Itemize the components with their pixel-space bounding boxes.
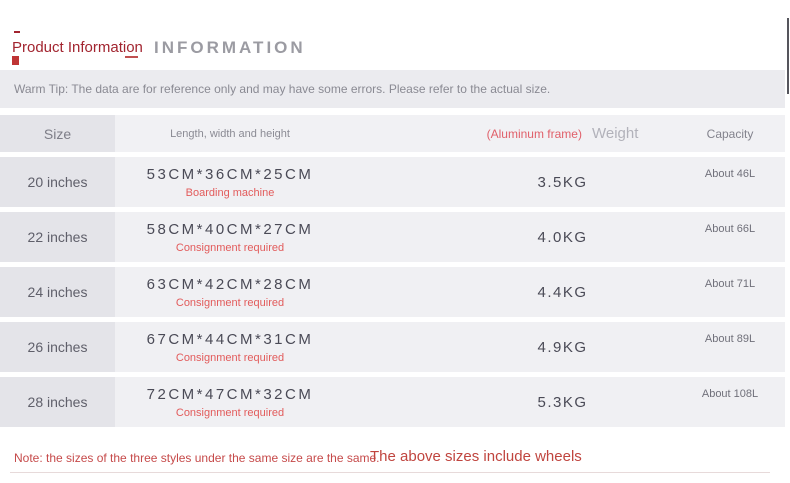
row-capacity-value: About 108L — [701, 388, 759, 400]
information-watermark: INFORMATION — [154, 38, 306, 57]
row-weight-value: 5.3KG — [537, 393, 588, 411]
header-size: Size — [0, 115, 115, 152]
red-dash-mark — [14, 31, 20, 33]
row-weight-value: 4.0KG — [537, 228, 588, 246]
row-dimensions-cell: 72CM*47CM*32CM Consignment required — [115, 377, 345, 427]
row-size-cell: 20 inches — [0, 157, 115, 207]
table-row: 22 inches 58CM*40CM*27CM Consignment req… — [0, 212, 785, 262]
table-row: 20 inches 53CM*36CM*25CM Boarding machin… — [0, 157, 785, 207]
row-size-cell: 24 inches — [0, 267, 115, 317]
header-dimensions: Length, width and height — [170, 127, 290, 140]
row-weight-value: 4.9KG — [537, 338, 588, 356]
header-weight: (Aluminum frame) Weight — [450, 115, 675, 152]
size-table: Size Length, width and height (Aluminum … — [0, 115, 785, 432]
row-weight-value: 3.5KG — [537, 173, 588, 191]
footer-highlight: The above sizes include wheels — [370, 448, 582, 465]
row-size-cell: 28 inches — [0, 377, 115, 427]
row-size-cell: 22 inches — [0, 212, 115, 262]
row-dimensions-value: 53CM*36CM*25CM — [146, 166, 314, 183]
row-capacity-value: About 46L — [704, 168, 756, 180]
header-weight-frame: (Aluminum frame) — [486, 126, 582, 141]
row-capacity-value: About 71L — [704, 278, 756, 290]
page-title: Product Information — [12, 39, 143, 56]
row-capacity-value: About 89L — [704, 333, 756, 345]
header-capacity: Capacity — [706, 126, 754, 141]
warm-tip-bar: Warm Tip: The data are for reference onl… — [0, 70, 785, 108]
bottom-divider — [10, 472, 770, 473]
row-dimensions-note: Consignment required — [175, 297, 285, 309]
table-row: 28 inches 72CM*47CM*32CM Consignment req… — [0, 377, 785, 427]
header-weight-label: Weight — [591, 125, 639, 142]
table-row: 24 inches 63CM*42CM*28CM Consignment req… — [0, 267, 785, 317]
footer-note: Note: the sizes of the three styles unde… — [14, 451, 380, 465]
red-underline-mark — [125, 56, 138, 58]
row-capacity-value: About 66L — [704, 223, 756, 235]
row-dimensions-cell: 67CM*44CM*31CM Consignment required — [115, 322, 345, 372]
table-row: 26 inches 67CM*44CM*31CM Consignment req… — [0, 322, 785, 372]
row-dimensions-note: Consignment required — [175, 242, 285, 254]
row-size-cell: 26 inches — [0, 322, 115, 372]
row-dimensions-cell: 58CM*40CM*27CM Consignment required — [115, 212, 345, 262]
row-dimensions-cell: 63CM*42CM*28CM Consignment required — [115, 267, 345, 317]
row-dimensions-value: 67CM*44CM*31CM — [146, 331, 314, 348]
row-dimensions-cell: 53CM*36CM*25CM Boarding machine — [115, 157, 345, 207]
warm-tip-text: Warm Tip: The data are for reference onl… — [14, 82, 551, 96]
row-dimensions-note: Boarding machine — [185, 187, 275, 199]
red-bookmark-icon — [12, 56, 19, 65]
row-dimensions-note: Consignment required — [175, 352, 285, 364]
table-header-row: Size Length, width and height (Aluminum … — [0, 115, 785, 152]
row-dimensions-note: Consignment required — [175, 407, 285, 419]
row-dimensions-value: 63CM*42CM*28CM — [146, 276, 314, 293]
scrollbar-thumb[interactable] — [787, 18, 789, 94]
row-dimensions-value: 58CM*40CM*27CM — [146, 221, 314, 238]
row-dimensions-value: 72CM*47CM*32CM — [146, 386, 314, 403]
row-weight-value: 4.4KG — [537, 283, 588, 301]
